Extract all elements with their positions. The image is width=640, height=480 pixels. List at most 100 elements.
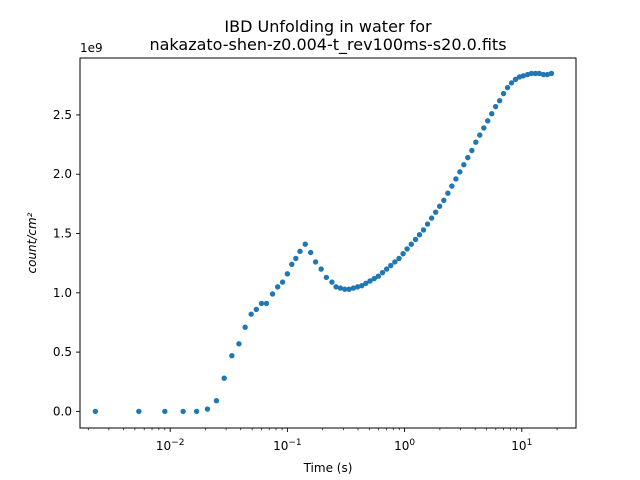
y-tick-label: 1.5 [53,227,72,241]
data-point [204,406,211,412]
data-point [453,176,459,182]
data-point [441,197,447,204]
data-point [354,284,361,290]
data-point [284,271,291,277]
x-tick-label: 100 [394,438,415,453]
data-point [297,248,303,254]
data-point [333,284,339,290]
y-offset-label: 1e9 [80,41,103,55]
data-point [532,70,539,77]
data-point [536,70,542,77]
data-point [221,375,227,381]
data-point [258,300,265,307]
data-point [548,70,555,77]
data-point [416,232,423,238]
data-point [92,408,99,415]
y-tick-label: 0.5 [53,345,72,359]
data-point [445,190,451,196]
data-point [312,259,319,265]
y-axis-label: count/cm² [25,212,39,273]
data-point [528,70,535,77]
data-point [263,300,270,307]
data-point [388,262,394,269]
data-point [473,139,479,145]
data-point [396,255,402,262]
x-tick-label: 10−2 [156,438,185,453]
y-tick-label: 0.0 [53,404,72,418]
data-point [492,103,499,110]
data-point [371,275,377,282]
data-point [229,352,235,359]
x-tick-label: 101 [511,438,532,453]
data-point [383,266,390,272]
data-point [289,261,295,268]
data-point [392,259,398,265]
data-point [424,221,431,227]
data-point [544,71,550,78]
data-point [457,169,463,175]
data-point [375,273,382,279]
data-point [512,76,519,83]
data-point [329,279,335,285]
data-point [477,132,483,138]
y-tick-label: 2.0 [53,167,72,181]
data-point [504,84,511,91]
data-point [404,246,410,252]
data-point [420,227,427,233]
data-point [318,266,324,272]
data-point [432,209,439,215]
data-point [469,147,475,154]
x-tick-label-base: 10 [511,439,526,453]
plot-frame [79,57,577,429]
x-tick-label-exponent: 1 [527,438,533,448]
data-point [485,118,491,124]
x-tick-label-exponent: −2 [171,438,184,448]
data-point [342,286,348,292]
data-point [274,284,281,290]
y-tick-label: 1.0 [53,286,72,300]
x-tick-label-base: 10 [273,439,288,453]
y-tick-label: 2.5 [53,108,72,122]
x-axis-ticks: 10−2 10−1 100 101 [87,428,558,453]
data-point [461,162,467,168]
data-point [269,291,276,297]
data-point [359,282,365,289]
data-point [302,241,308,247]
data-point [449,183,455,189]
data-point [253,306,260,313]
data-point [379,269,386,276]
data-point [242,324,248,330]
data-point [346,286,352,292]
x-tick-label-base: 10 [394,439,409,453]
x-tick-label: 10−1 [273,438,302,453]
data-point [279,279,286,285]
data-point [520,73,527,79]
data-point [367,278,373,284]
data-point [248,311,254,317]
data-point [436,203,443,209]
data-point [428,215,435,221]
data-point [363,280,369,287]
data-point [293,255,299,262]
x-tick-label-base: 10 [156,439,171,453]
data-point [408,241,414,247]
x-tick-label-exponent: 0 [409,438,415,448]
data-point [193,408,200,415]
data-point [508,80,515,86]
data-point [350,285,357,291]
data-point [481,125,487,131]
data-point [465,154,471,161]
data-point [307,249,314,256]
data-point [180,408,186,415]
data-point [162,408,168,415]
data-point [236,341,242,347]
chart-title-line2: nakazato-shen-z0.004-t_rev100ms-s20.0.fi… [149,35,506,55]
data-point [496,97,503,104]
data-point [400,250,406,257]
data-point [337,285,344,291]
x-axis-label: Time (s) [303,461,353,475]
data-point [323,274,330,281]
y-axis-ticks: 0.0 0.5 1.0 1.5 2.0 2.5 [53,108,80,418]
